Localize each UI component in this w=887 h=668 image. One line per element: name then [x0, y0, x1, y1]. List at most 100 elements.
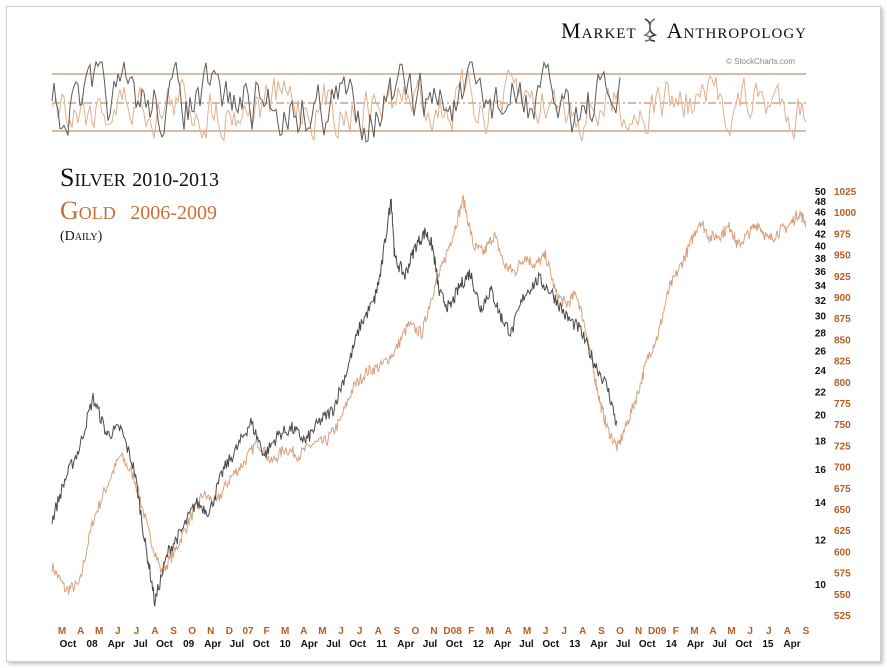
gold-x-tick-label: N — [207, 626, 214, 637]
gold-x-tick-label: D09 — [648, 626, 667, 637]
silver-x-tick-label: Jul — [519, 639, 534, 650]
gold-axis-tick-label: 575 — [834, 569, 851, 580]
gold-x-tick-label: A — [784, 626, 791, 637]
silver-x-tick-label: Jul — [712, 639, 727, 650]
silver-oscillator-line — [51, 60, 621, 143]
gold-x-tick-label: A — [709, 626, 716, 637]
silver-axis-tick-label: 18 — [815, 437, 827, 448]
silver-x-tick-label: Oct — [156, 639, 173, 650]
legend-silver-years: 2010-2013 — [132, 169, 219, 191]
silver-x-tick-label: Jul — [326, 639, 341, 650]
silver-axis-tick-label: 32 — [815, 296, 827, 307]
gold-x-tick-label: F — [673, 626, 679, 637]
silver-x-tick-label: 10 — [280, 639, 292, 650]
gold-axis-tick-label: 950 — [834, 251, 851, 262]
gold-x-tick-label: M — [523, 626, 531, 637]
silver-x-tick-label: Oct — [253, 639, 270, 650]
gold-x-tick-label: A — [151, 626, 158, 637]
gold-axis: 1025 1000 975 950 925 900 875 850 825 800 775 750 72… — [834, 187, 857, 622]
silver-x-tick-label: Oct — [639, 639, 656, 650]
gold-x-tick-label: 07 — [242, 626, 254, 637]
silver-series-line — [51, 198, 618, 607]
gold-x-tick-label: J — [766, 626, 772, 637]
silver-axis-tick-label: 30 — [815, 312, 827, 323]
silver-axis-tick-label: 42 — [815, 230, 827, 241]
gold-axis-tick-label: 750 — [834, 420, 851, 431]
gold-axis-tick-label: 550 — [834, 590, 851, 601]
silver-axis-tick-label: 26 — [815, 347, 827, 358]
gold-axis-tick-label: 775 — [834, 399, 851, 410]
brand-logo: Market Anthropology — [561, 14, 807, 44]
gold-x-tick-label: O — [412, 626, 420, 637]
gold-x-tick-label: A — [77, 626, 84, 637]
silver-axis-tick-label: 38 — [815, 254, 827, 265]
silver-axis-tick-label: 28 — [815, 329, 827, 340]
gold-x-tick-label: D — [226, 626, 233, 637]
gold-x-tick-label: S — [170, 626, 177, 637]
silver-x-tick-label: Apr — [397, 639, 414, 650]
gold-x-tick-label: N — [430, 626, 437, 637]
gold-x-tick-label: M — [318, 626, 326, 637]
gold-series-line — [51, 194, 806, 595]
gold-axis-tick-label: 625 — [834, 526, 851, 537]
legend-gold-name: Gold — [60, 196, 116, 225]
silver-x-tick-label: 12 — [473, 639, 485, 650]
chart-frame — [6, 6, 881, 662]
silver-x-tick-label: 08 — [87, 639, 99, 650]
legend-gold-years: 2006-2009 — [130, 202, 217, 224]
silver-x-tick-label: Oct — [446, 639, 463, 650]
brand-word-2: Anthropology — [666, 18, 807, 43]
silver-x-tick-label: 15 — [762, 639, 774, 650]
gold-axis-tick-label: 700 — [834, 463, 851, 474]
silver-x-tick-label: Oct — [60, 639, 77, 650]
legend-gold: Gold 2006-2009 — [60, 196, 217, 226]
legend-silver: Silver 2010-2013 — [60, 163, 219, 193]
silver-x-tick-label: Apr — [590, 639, 607, 650]
gold-x-tick-label: M — [95, 626, 103, 637]
gold-x-tick-label: M — [281, 626, 289, 637]
gold-x-tick-label: S — [598, 626, 605, 637]
gold-x-tick-label: A — [375, 626, 382, 637]
silver-x-tick-label: Apr — [494, 639, 511, 650]
gold-axis-tick-label: 600 — [834, 547, 851, 558]
gold-x-tick-label: O — [188, 626, 196, 637]
silver-axis-tick-label: 36 — [815, 267, 827, 278]
gold-axis-tick-label: 725 — [834, 441, 851, 452]
gold-x-tick-label: M — [690, 626, 698, 637]
silver-x-tick-label: Apr — [108, 639, 125, 650]
silver-x-tick-label: 09 — [183, 639, 195, 650]
silver-axis-tick-label: 22 — [815, 388, 827, 399]
gold-x-tick-label: J — [357, 626, 363, 637]
gold-x-tick-label: J — [543, 626, 549, 637]
legend-note: (Daily) — [60, 229, 103, 244]
gold-x-tick-label: J — [338, 626, 344, 637]
silver-x-tick-label: 11 — [376, 639, 387, 650]
gold-x-tick-label: F — [468, 626, 474, 637]
silver-axis-tick-label: 24 — [815, 366, 827, 377]
silver-axis-tick-label: 34 — [815, 281, 827, 292]
price-panel — [51, 194, 806, 607]
gold-axis-tick-label: 1000 — [834, 208, 857, 219]
gold-x-tick-label: A — [505, 626, 512, 637]
gold-axis-tick-label: 525 — [834, 611, 851, 622]
gold-x-tick-label: S — [393, 626, 400, 637]
silver-x-tick-label: Apr — [301, 639, 318, 650]
silver-axis-tick-label: 20 — [815, 411, 827, 422]
silver-x-tick-label: Apr — [783, 639, 800, 650]
gold-x-tick-label: M — [58, 626, 66, 637]
gold-x-tick-label: J — [134, 626, 140, 637]
gold-axis-tick-label: 1025 — [834, 187, 857, 198]
silver-axis-tick-label: 14 — [815, 498, 827, 509]
gold-axis-tick-label: 875 — [834, 314, 851, 325]
silver-x-tick-label: Jul — [423, 639, 438, 650]
gold-x-tick-label: D08 — [443, 626, 462, 637]
gold-axis-tick-label: 925 — [834, 272, 851, 283]
silver-x-tick-label: Jul — [230, 639, 245, 650]
oscillator-panel — [51, 60, 807, 143]
silver-axis-tick-label: 44 — [815, 218, 827, 229]
gold-x-tick-label: M — [727, 626, 735, 637]
gold-x-tick-label: N — [635, 626, 642, 637]
gold-axis-tick-label: 975 — [834, 229, 851, 240]
